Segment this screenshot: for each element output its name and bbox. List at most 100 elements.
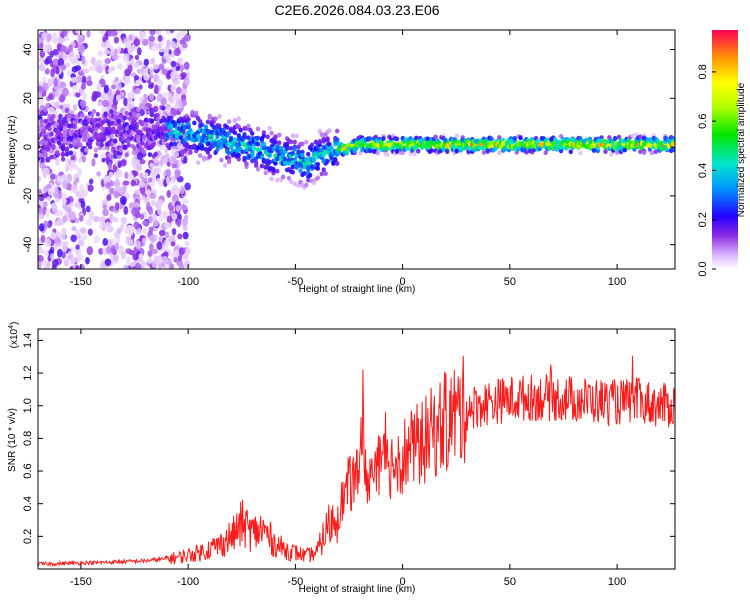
heatmap-cell [72,104,78,111]
heatmap-cell [163,239,169,249]
heatmap-cell [49,154,54,160]
heatmap-cell [96,100,103,107]
heatmap-cell [180,185,185,195]
heatmap-cell [51,36,59,44]
heatmap-cell [100,42,108,48]
heatmap-cell [329,155,334,161]
heatmap-cell [226,158,232,164]
heatmap-cell [79,214,84,222]
colorbar-gradient [712,30,738,269]
heatmap-cell [122,180,130,186]
heatmap-cell [116,63,123,70]
heatmap-cell [53,123,58,128]
heatmap-cell [152,73,159,83]
heatmap-cell [306,151,311,157]
heatmap-cell [50,100,56,107]
heatmap-cell [128,91,135,98]
heatmap-cell [269,176,274,182]
heatmap-cell [169,263,175,269]
heatmap-cell [62,215,67,223]
heatmap-cell [81,189,89,198]
heatmap-cell [261,133,267,139]
heatmap-cell [108,171,114,178]
heatmap-cell [188,150,193,155]
heatmap-cell [284,141,290,147]
heatmap-cell [75,244,80,251]
heatmap-cell [109,109,114,114]
heatmap-cell [74,217,80,224]
heatmap-cell [170,187,177,196]
x-tick-label: 0 [400,276,406,288]
y-tick-label: -40 [22,237,34,253]
heatmap-cell [170,40,176,48]
heatmap-cell [292,181,297,187]
heatmap-cell [52,205,57,213]
heatmap-cell [176,86,182,95]
heatmap-cell [132,120,137,126]
heatmap-cell [65,206,72,213]
heatmap-cell [182,198,189,205]
heatmap-cell [151,199,156,207]
heatmap-cell [147,250,153,257]
snr-y-ticks: 0.2 0.4 0.6 0.8 1.0 1.2 1.4 [22,333,675,544]
heatmap-cell [323,149,328,155]
heatmap-cell [60,119,66,125]
heatmap-cell [201,155,207,161]
heatmap-cell [280,174,286,180]
heatmap-cell [104,58,112,65]
heatmap-cell [190,110,195,116]
snr-panel: -150 -100 -50 0 50 100 0.20.40.60.81.01.21.4 … [7,322,676,595]
heatmap-cell [334,128,340,134]
heatmap-cell [288,145,294,151]
heatmap-cell [302,170,307,176]
heatmap-cell [149,162,155,168]
heatmap-cell [138,253,144,261]
heatmap-cell [170,158,178,165]
heatmap-cell [130,179,137,187]
heatmap-cell [128,202,135,210]
heatmap-cell [133,75,139,82]
heatmap-cell [238,127,243,133]
heatmap-cell [77,44,85,53]
heatmap-cell [168,115,174,121]
heatmap-cell [39,248,46,255]
heatmap-cell [184,182,191,191]
heatmap-cell [57,50,64,60]
heatmap-cell [394,136,400,142]
heatmap-cell [242,131,247,137]
heatmap-cell [236,116,241,122]
heatmap-cell [186,121,191,127]
heatmap-cell [115,202,120,211]
heatmap-cell [57,119,62,124]
heatmap-cell [85,257,90,265]
heatmap-cell [136,47,142,56]
heatmap-cell [315,161,321,167]
heatmap-cell [106,246,111,255]
heatmap-cell [184,214,189,221]
heatmap-cell [143,117,149,123]
heatmap-cell [306,166,311,172]
heatmap-cell [107,161,113,171]
heatmap-cell [97,50,104,57]
heatmap-cell [73,53,81,60]
heatmap-cell [43,220,49,228]
heatmap-cell [139,213,145,220]
heatmap-cell [163,126,168,132]
heatmap-cell [156,241,163,251]
heatmap-cell [151,45,159,51]
heatmap-cell [51,143,56,149]
heatmap-cell [166,189,172,198]
heatmap-cell [180,72,187,78]
heatmap-cell [44,249,49,257]
heatmap-cell [489,136,494,142]
heatmap-cell [39,37,45,44]
heatmap-cell [133,61,140,69]
heatmap-cell [86,75,92,82]
heatmap-cell [111,30,118,37]
heatmap-cell [483,141,489,146]
heatmap-cell [325,159,330,164]
heatmap-cell [367,136,373,142]
heatmap-cell [62,138,68,144]
heatmap-cell [168,123,174,128]
